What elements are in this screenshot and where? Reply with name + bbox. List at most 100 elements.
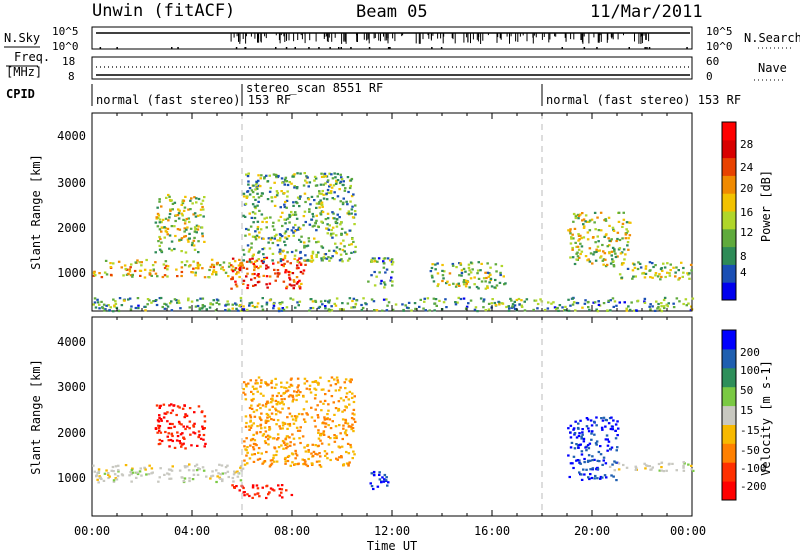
range-time-cell	[92, 274, 96, 277]
range-time-cell	[606, 449, 609, 452]
range-time-cell	[347, 425, 351, 428]
range-time-cell	[301, 458, 304, 461]
range-time-cell	[280, 484, 284, 487]
range-time-cell	[454, 285, 458, 288]
range-time-cell	[351, 412, 354, 415]
range-time-cell	[270, 386, 274, 389]
range-time-cell	[248, 494, 251, 498]
range-time-cell	[108, 309, 111, 312]
noise-search-dot	[596, 47, 598, 49]
range-time-cell	[597, 240, 600, 243]
range-time-cell	[509, 297, 512, 300]
range-time-cell	[227, 303, 230, 306]
range-time-cell	[166, 265, 170, 268]
range-time-cell	[252, 253, 255, 256]
range-time-cell	[340, 221, 343, 224]
range-time-cell	[92, 272, 96, 275]
range-time-cell	[297, 384, 300, 387]
range-time-cell	[568, 475, 571, 479]
range-time-cell	[310, 298, 313, 301]
range-time-cell	[595, 248, 598, 251]
range-time-cell	[158, 198, 161, 201]
range-time-cell	[322, 421, 325, 424]
range-time-cell	[586, 301, 590, 304]
range-time-cell	[233, 470, 236, 473]
range-time-cell	[172, 404, 175, 407]
range-time-cell	[254, 188, 257, 191]
range-time-cell	[259, 265, 262, 268]
range-time-cell	[255, 180, 258, 183]
range-time-cell	[443, 270, 446, 273]
range-time-cell	[203, 420, 207, 423]
range-time-cell	[465, 305, 469, 308]
range-time-cell	[586, 238, 590, 241]
range-time-cell	[655, 300, 658, 303]
range-time-cell	[294, 457, 297, 460]
range-time-cell	[294, 249, 298, 252]
range-time-cell	[344, 387, 347, 390]
range-time-cell	[257, 273, 260, 276]
range-time-cell	[599, 256, 602, 259]
range-time-cell	[599, 477, 602, 480]
range-time-cell	[327, 256, 330, 259]
range-time-cell	[177, 420, 181, 423]
range-time-cell	[189, 199, 192, 202]
power-data	[92, 172, 695, 313]
range-time-cell	[580, 473, 583, 476]
range-time-cell	[134, 306, 138, 310]
range-time-cell	[674, 275, 677, 278]
range-time-cell	[201, 427, 205, 430]
range-time-cell	[351, 216, 355, 219]
range-time-cell	[588, 260, 592, 263]
range-time-cell	[325, 192, 328, 195]
range-time-cell	[345, 450, 348, 454]
range-time-cell	[586, 444, 590, 447]
range-time-cell	[459, 262, 462, 265]
range-time-cell	[271, 241, 275, 245]
range-time-cell	[339, 223, 342, 226]
range-time-cell	[333, 413, 336, 416]
range-time-cell	[601, 428, 604, 431]
range-time-cell	[177, 208, 180, 211]
range-time-cell	[158, 297, 162, 300]
range-time-cell	[202, 208, 205, 211]
freq-right-tick-bottom: 0	[706, 70, 713, 83]
range-time-cell	[383, 478, 386, 481]
range-time-cell	[272, 454, 276, 457]
range-time-cell	[666, 305, 669, 308]
range-time-cell	[441, 269, 444, 272]
range-time-cell	[456, 301, 459, 304]
range-time-cell	[260, 427, 263, 430]
range-time-cell	[507, 305, 510, 308]
range-time-cell	[168, 195, 171, 198]
range-time-cell	[175, 439, 179, 442]
range-time-cell	[247, 183, 250, 186]
range-time-cell	[335, 225, 339, 228]
range-time-cell	[386, 257, 390, 260]
range-time-cell	[631, 269, 635, 272]
noise-search-dot	[583, 47, 586, 49]
range-time-cell	[227, 265, 231, 268]
range-time-cell	[112, 480, 116, 483]
range-time-cell	[163, 226, 166, 229]
range-time-cell	[252, 448, 256, 451]
freq-panel-frame	[91, 56, 693, 80]
range-time-cell	[473, 276, 476, 279]
range-time-cell	[690, 269, 693, 272]
range-time-cell	[382, 260, 385, 263]
range-time-cell	[184, 447, 187, 450]
range-time-cell	[288, 385, 291, 389]
range-time-cell	[235, 307, 238, 310]
range-time-cell	[275, 453, 278, 457]
range-time-cell	[468, 269, 471, 272]
range-time-cell	[332, 401, 335, 404]
range-time-cell	[290, 415, 294, 418]
range-time-cell	[127, 273, 130, 276]
range-time-cell	[346, 302, 350, 305]
range-time-cell	[494, 263, 498, 266]
range-time-cell	[221, 266, 224, 269]
range-time-cell	[343, 189, 347, 192]
range-time-cell	[280, 263, 284, 266]
range-time-cell	[167, 219, 170, 222]
range-time-cell	[130, 473, 133, 476]
